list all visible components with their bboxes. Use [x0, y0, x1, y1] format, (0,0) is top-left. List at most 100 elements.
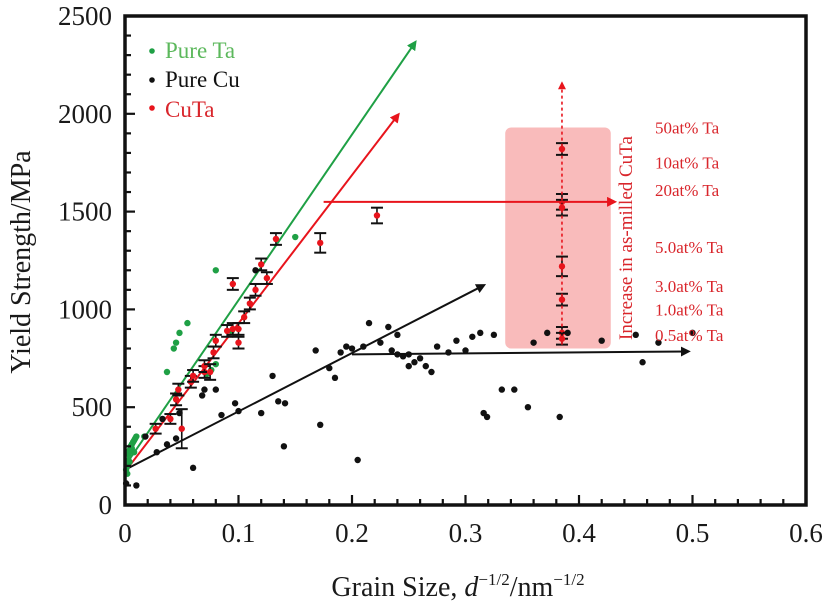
y-tick-label: 500 [72, 392, 113, 422]
point-pure-cu [198, 392, 206, 399]
point-cuta [210, 349, 217, 356]
point-pure-cu [269, 372, 276, 380]
point-pure-cu [655, 339, 662, 346]
point-pure-cu [212, 386, 219, 393]
composition-labels: 50at% Ta 10at% Ta 20at% Ta 5.0at% Ta 3.0at% … [655, 118, 724, 344]
point-cuta [167, 415, 174, 423]
point-pure-ta [126, 458, 133, 466]
point-pure-ta [292, 233, 299, 241]
point-pure-ta [184, 319, 191, 327]
point-cuta [235, 339, 242, 346]
point-pure-cu [275, 398, 282, 405]
point-pure-cu [483, 413, 491, 421]
point-pure-cu [343, 343, 350, 350]
point-pure-cu [354, 456, 361, 464]
composition-label: 10at% Ta [655, 154, 720, 173]
point-cuta [229, 280, 237, 288]
point-pure-cu [312, 347, 319, 354]
point-cuta [272, 235, 280, 243]
point-cuta [258, 261, 265, 268]
point-pure-cu [281, 400, 289, 407]
point-pure-cu [189, 464, 197, 472]
composition-label: 5.0at% Ta [655, 238, 724, 257]
fit-line-cuta-fit [124, 112, 400, 473]
point-pure-cu [218, 411, 225, 419]
point-cuta [212, 337, 219, 344]
point-pure-cu [453, 337, 460, 344]
point-pure-cu [511, 386, 518, 393]
point-cuta [175, 386, 182, 393]
black-horizontal-arrow [351, 346, 691, 357]
point-pure-cu [172, 435, 180, 442]
point-pure-ta [176, 329, 183, 337]
point-cuta [558, 204, 566, 211]
legend-label-cuta: CuTa [165, 97, 215, 122]
annotation-layer [323, 81, 691, 357]
point-pure-cu [331, 374, 339, 382]
x-tick-label: 0.6 [789, 518, 823, 548]
y-tick-label: 2000 [58, 99, 112, 129]
point-pure-cu [142, 433, 149, 440]
composition-label: 3.0at% Ta [655, 277, 724, 296]
axis-ticks [123, 14, 808, 507]
point-pure-cu [422, 362, 429, 370]
point-pure-cu [556, 413, 563, 421]
point-pure-cu [639, 359, 646, 366]
highlight-box [505, 127, 611, 349]
fit-line-pure-cu-fit [124, 284, 487, 471]
x-axis-title: Grain Size, d−1/2/nm−1/2 [331, 570, 584, 603]
point-pure-cu [280, 443, 288, 450]
point-pure-cu [524, 404, 532, 411]
x-tick-label: 0 [118, 518, 132, 548]
point-cuta [172, 396, 180, 403]
point-pure-cu [689, 329, 696, 337]
point-cuta [223, 327, 231, 335]
point-pure-cu [498, 386, 506, 393]
point-pure-cu [477, 329, 484, 337]
point-pure-ta [133, 433, 140, 440]
point-pure-cu [445, 349, 452, 356]
point-pure-cu [163, 441, 171, 448]
point-cuta [229, 325, 237, 333]
point-pure-cu [544, 329, 551, 337]
point-pure-cu [469, 333, 476, 340]
y-tick-label: 1500 [58, 197, 112, 227]
data-points-layer [122, 142, 696, 489]
point-cuta [558, 145, 566, 153]
point-pure-cu [235, 407, 242, 415]
point-cuta [373, 212, 381, 219]
point-pure-ta [212, 267, 219, 274]
point-cuta [178, 425, 185, 432]
point-pure-cu [201, 386, 208, 393]
legend-marker-cuta [149, 105, 155, 111]
point-pure-cu [159, 415, 166, 423]
point-pure-cu [411, 359, 418, 366]
point-cuta [246, 300, 254, 307]
point-cuta [317, 239, 324, 247]
point-pure-cu [337, 349, 344, 356]
x-tick-label: 0.3 [449, 518, 483, 548]
point-cuta [263, 274, 271, 282]
legend: Pure Ta Pure Cu CuTa [149, 38, 240, 122]
point-pure-cu [377, 339, 384, 346]
x-tick-label: 0.1 [222, 518, 256, 548]
x-tick-label: 0.5 [676, 518, 710, 548]
point-pure-ta [163, 368, 171, 376]
point-cuta [235, 325, 242, 333]
y-tick-label: 1000 [58, 294, 112, 324]
point-cuta [240, 314, 248, 321]
point-cuta [206, 368, 214, 376]
point-pure-ta [172, 339, 180, 346]
point-cuta [252, 286, 259, 294]
point-pure-cu [433, 343, 441, 350]
point-cuta [152, 425, 159, 432]
composition-label: 1.0at% Ta [655, 300, 724, 319]
x-tick-label: 0.2 [335, 518, 369, 548]
y-tick-label: 0 [99, 490, 113, 520]
point-pure-cu [394, 331, 401, 339]
point-pure-ta [170, 345, 178, 352]
point-pure-cu [385, 323, 392, 331]
point-pure-cu [326, 364, 333, 372]
x-tick-label: 0.4 [562, 518, 596, 548]
